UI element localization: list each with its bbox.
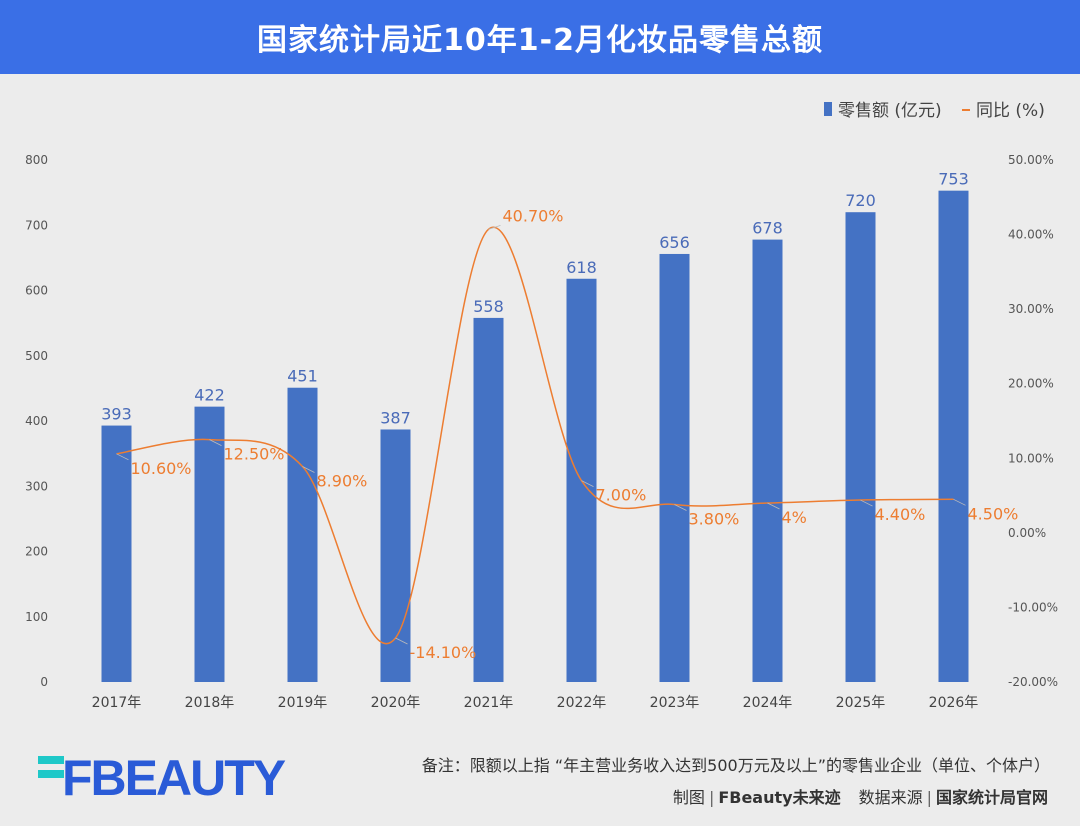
line-label-leader — [674, 504, 687, 511]
line-value-label: 10.60% — [131, 459, 192, 478]
logo-accent-mid — [38, 770, 64, 778]
line-value-label: 40.70% — [503, 206, 564, 225]
left-tick-label: 700 — [25, 218, 48, 232]
line-label-leader — [767, 502, 780, 510]
line-value-label: 7.00% — [596, 486, 647, 505]
line-label-leader — [860, 499, 873, 507]
credit: 制图 | FBeauty未来迹 — [672, 788, 841, 807]
right-tick-label: 10.00% — [1008, 451, 1054, 465]
credit-value: FBeauty未来迹 — [718, 788, 841, 807]
bar-value-label: 558 — [473, 297, 504, 316]
legend-bar-swatch — [824, 102, 832, 116]
right-tick-label: 30.00% — [1008, 302, 1054, 316]
bar — [938, 190, 969, 682]
combo-chart: 零售额 (亿元) 同比 (%) 0 100 200 300 400 500 600 700 800… — [25, 101, 1058, 711]
line-label-leader — [116, 453, 129, 461]
line-label-leader — [395, 637, 408, 645]
line-value-label: 4.50% — [968, 504, 1019, 523]
x-tick-label: 2021年 — [464, 695, 514, 711]
x-tick-label: 2022年 — [557, 695, 607, 711]
fbeauty-logo: FBEAUTY — [38, 752, 288, 800]
left-tick-label: 600 — [25, 284, 48, 298]
right-axis: -20.00% -10.00% 0.00% 10.00% 20.00% 30.00% 40.… — [1008, 153, 1058, 689]
bar-labels: 393 422 451 387 558 618 656 678 720 753 — [101, 170, 969, 428]
footer-credit: 制图 | FBeauty未来迹 数据来源 | 国家统计局官网 — [673, 784, 1048, 808]
x-tick-label: 2019年 — [278, 695, 328, 711]
line-label-leader — [488, 224, 501, 230]
bar — [473, 317, 504, 682]
logo-text: FBEAUTY — [62, 752, 286, 800]
bar — [101, 425, 132, 682]
line-label-leader — [581, 480, 594, 488]
right-tick-label: 50.00% — [1008, 153, 1054, 167]
line-value-label: 4.40% — [875, 505, 926, 524]
page-title: 国家统计局近10年1-2月化妆品零售总额 — [0, 0, 1080, 74]
line-value-label: 4% — [782, 508, 807, 527]
left-tick-label: 0 — [40, 675, 48, 689]
line-value-label: -14.10% — [410, 643, 477, 662]
x-tick-label: 2023年 — [650, 695, 700, 711]
logo-accent-top — [38, 756, 64, 764]
line-label-leader — [953, 498, 966, 506]
left-tick-label: 100 — [25, 610, 48, 624]
source-value: 国家统计局官网 — [935, 788, 1048, 807]
yoy-line — [116, 226, 954, 645]
x-tick-label: 2024年 — [743, 695, 793, 711]
left-axis: 0 100 200 300 400 500 600 700 800 — [25, 153, 48, 689]
bar-value-label: 618 — [566, 258, 597, 277]
line-labels: 10.60% 12.50% 8.90% -14.10% 40.70% 7.00% 3.80%… — [116, 206, 1019, 662]
right-tick-label: -10.00% — [1008, 600, 1058, 614]
source-label: 数据来源 — [858, 788, 923, 807]
left-tick-label: 800 — [25, 153, 48, 167]
line-label-leader — [209, 439, 222, 447]
line-label-leader — [302, 466, 315, 473]
line-value-label: 12.50% — [224, 445, 285, 464]
right-tick-label: -20.00% — [1008, 675, 1058, 689]
source: 数据来源 | 国家统计局官网 — [858, 788, 1048, 807]
legend-bar-label: 零售额 (亿元) — [838, 101, 942, 121]
legend: 零售额 (亿元) 同比 (%) — [824, 101, 1045, 121]
right-tick-label: 20.00% — [1008, 377, 1054, 391]
credit-label: 制图 — [672, 788, 705, 807]
x-axis: 2017年 2018年 2019年 2020年 2021年 2022年 2023年 2024年… — [92, 695, 979, 711]
line-value-label: 8.90% — [317, 471, 368, 490]
left-tick-label: 300 — [25, 479, 48, 493]
line-series — [116, 226, 954, 645]
bar-value-label: 387 — [380, 408, 411, 427]
x-tick-label: 2017年 — [92, 695, 142, 711]
right-tick-label: 40.00% — [1008, 228, 1054, 242]
legend-line-label: 同比 (%) — [976, 101, 1045, 121]
x-tick-label: 2018年 — [185, 695, 235, 711]
right-tick-label: 0.00% — [1008, 526, 1046, 540]
bar-value-label: 720 — [845, 191, 876, 210]
left-tick-label: 400 — [25, 414, 48, 428]
bar-value-label: 393 — [101, 405, 132, 424]
bar — [380, 429, 411, 682]
footer-note: 备注：限额以上指 “年主营业务收入达到500万元及以上”的零售业企业（单位、个体… — [421, 756, 1050, 775]
bar — [845, 212, 876, 682]
bar-value-label: 656 — [659, 233, 690, 252]
x-tick-label: 2026年 — [929, 695, 979, 711]
left-tick-label: 200 — [25, 545, 48, 559]
bar — [287, 387, 318, 682]
bar-value-label: 753 — [938, 170, 969, 189]
bar — [194, 406, 225, 682]
left-tick-label: 500 — [25, 349, 48, 363]
line-value-label: 3.80% — [689, 510, 740, 529]
x-tick-label: 2020年 — [371, 695, 421, 711]
bar-value-label: 422 — [194, 386, 225, 405]
bar-value-label: 451 — [287, 367, 318, 386]
bar-series — [101, 190, 969, 683]
bar — [752, 239, 783, 683]
x-tick-label: 2025年 — [836, 695, 886, 711]
bar-value-label: 678 — [752, 219, 783, 238]
bar — [659, 253, 690, 682]
